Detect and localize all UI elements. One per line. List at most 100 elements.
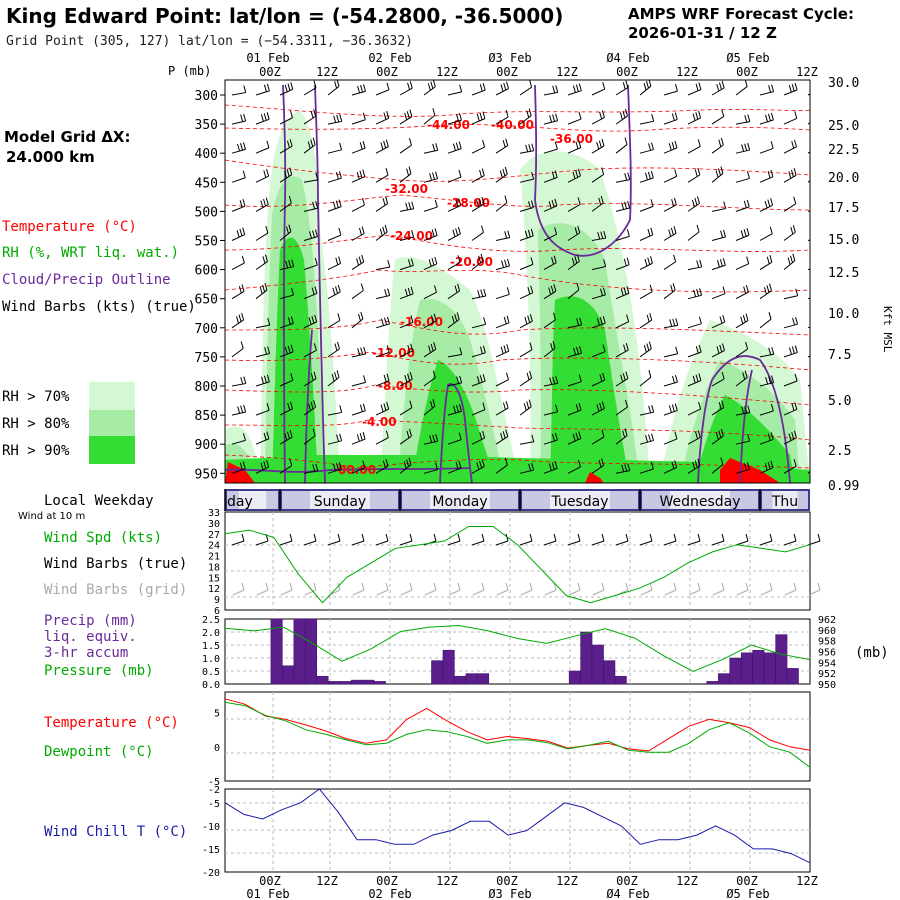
precip-bar [775, 634, 788, 685]
wind-barb [543, 91, 558, 96]
bottom-time-tick: 12Z [436, 874, 458, 888]
wind-barb [663, 119, 678, 125]
wind-barb [495, 145, 509, 154]
wind-barb [255, 381, 270, 387]
precip-label: Precip (mm) [44, 613, 137, 629]
wind-barb [279, 174, 293, 183]
wind-barb [711, 236, 726, 241]
wind-barb [231, 468, 246, 474]
wind-barb [519, 292, 533, 300]
contour-label: -40.00 [491, 118, 534, 132]
wind-barb [255, 409, 270, 416]
model-grid-label: Model Grid ΔX: [4, 128, 131, 146]
wind-barb [279, 202, 292, 212]
surface-barb [807, 540, 821, 546]
wind-barb [255, 118, 270, 125]
wind-barb [447, 233, 461, 241]
wind-barb [567, 352, 582, 358]
height-tick: 25.0 [828, 119, 859, 134]
top-time-tick: 12Z [316, 65, 338, 79]
precip-tick: 1.0 [202, 654, 220, 665]
pressure-tick-right: 952 [818, 669, 836, 680]
wind-barb [231, 262, 245, 271]
pressure-tick: 550 [195, 235, 218, 250]
wind-barb [615, 115, 628, 125]
wind-tick: 33 [208, 508, 220, 519]
legend-temperature: Temperature (°C) [2, 219, 137, 235]
wind-barb [687, 408, 701, 416]
temperature-line [224, 698, 811, 752]
wind-barb [351, 233, 365, 241]
wind-barb [591, 408, 605, 416]
wind-barb [471, 203, 485, 212]
wind-barb [783, 231, 796, 241]
height-tick: 0.99 [828, 479, 859, 494]
wind-barb [327, 348, 340, 358]
grid-barb [568, 589, 581, 596]
wind-barb [687, 380, 702, 387]
contour-label: -24.00 [390, 229, 433, 243]
rh-shading [225, 110, 810, 483]
surface-barb [447, 540, 461, 546]
wind-barb [303, 115, 316, 125]
pressure-tick: 800 [195, 380, 218, 395]
grid-barb [280, 589, 293, 596]
wind-barb [639, 348, 652, 358]
height-tick: 15.0 [828, 233, 859, 248]
wind-barbs-grid-label: Wind Barbs (grid) [44, 582, 187, 598]
top-date-tick: Ø4 Feb [606, 51, 649, 65]
wind-barb [543, 382, 558, 387]
precip-bar [373, 681, 386, 685]
wind-barb [783, 352, 798, 358]
wind-barb [639, 234, 653, 241]
windchill-label: Wind Chill T (°C) [44, 824, 187, 840]
wind-barb [399, 407, 413, 416]
wind-barb [759, 147, 774, 154]
top-date-tick: Ø5 Feb [726, 51, 769, 65]
surface-barb [327, 540, 341, 546]
precip-bar [614, 675, 627, 685]
grid-barb [664, 589, 677, 596]
temperature-tick: 0 [214, 743, 220, 754]
wind-barb [711, 350, 725, 358]
wind-barb [711, 144, 724, 154]
wind-barb [327, 234, 342, 241]
top-time-tick: 12Z [676, 65, 698, 79]
model-grid-value: 24.000 km [6, 148, 95, 166]
wind-barb [783, 260, 796, 270]
pressure-tick: 850 [195, 409, 218, 424]
wind-barb [327, 440, 342, 445]
wind-barb [399, 464, 412, 474]
wind-barb [303, 207, 318, 212]
wind-barb [423, 440, 438, 445]
wind-barb [519, 349, 533, 358]
wind-barb [663, 204, 677, 212]
legend-rh: RH (%, WRT liq. wat.) [2, 245, 179, 261]
wind-barb [327, 468, 342, 474]
wind-barb [567, 324, 582, 329]
wind-barb [615, 144, 628, 154]
grid-barb [760, 589, 773, 596]
wind-barb [735, 348, 748, 358]
wind-barb [471, 232, 484, 241]
wind-barb [351, 147, 366, 154]
wind-barb [687, 351, 702, 358]
wind-barb [543, 290, 557, 300]
wind-barb [543, 319, 556, 329]
wind-barb [231, 234, 245, 241]
forecast-cycle-value: 2026-01-31 / 12 Z [628, 24, 777, 42]
forecast-cycle-title: AMPS WRF Forecast Cycle: [628, 5, 854, 23]
wind-barb [615, 470, 630, 474]
bottom-time-tick: 12Z [556, 874, 578, 888]
grid-barb [232, 589, 245, 596]
wind-barb [447, 382, 462, 387]
wind-barb [351, 318, 364, 329]
wind-tick: 18 [208, 562, 220, 573]
wind-barb [255, 353, 270, 358]
windchill-tick: -15 [202, 845, 220, 856]
wind-barb [759, 318, 772, 329]
wind-barb [495, 293, 510, 300]
wind-barb [687, 202, 700, 212]
wind-barb [375, 323, 390, 329]
wind-barb [423, 235, 438, 241]
